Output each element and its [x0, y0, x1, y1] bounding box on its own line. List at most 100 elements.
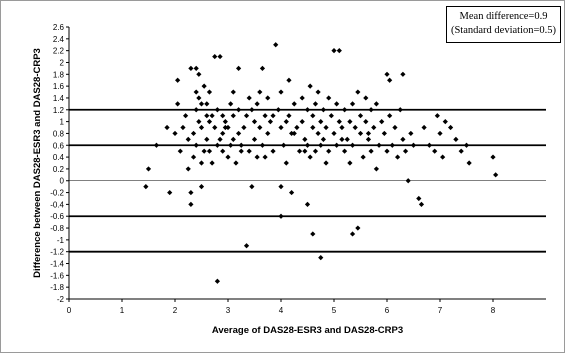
data-point [402, 148, 409, 154]
data-point [201, 148, 207, 154]
x-tick-label: 4 [279, 306, 284, 315]
data-point [463, 142, 470, 148]
data-point [286, 113, 292, 119]
data-point [363, 95, 369, 101]
data-point [310, 124, 316, 131]
data-point [249, 184, 255, 190]
data-point [339, 124, 345, 131]
data-point [328, 113, 334, 119]
data-point [206, 148, 213, 154]
data-point [193, 107, 199, 113]
y-axis-title: Difference between DAS28-ESR3 and DAS28-… [32, 48, 43, 278]
y-tick-label: -1.6 [50, 271, 64, 280]
data-point [434, 113, 440, 119]
data-point [278, 124, 284, 131]
data-point [289, 189, 295, 196]
data-point [490, 154, 496, 160]
data-point [278, 89, 284, 95]
data-point [357, 130, 364, 137]
data-point [275, 107, 281, 113]
data-point [204, 101, 210, 107]
data-point [331, 48, 337, 54]
data-point [233, 160, 239, 166]
data-point [217, 136, 223, 142]
data-point [440, 154, 446, 160]
data-point [307, 83, 313, 89]
data-point [222, 124, 228, 131]
data-point [262, 154, 268, 160]
data-point [349, 101, 356, 107]
data-point [363, 119, 369, 125]
data-point [400, 71, 406, 77]
data-point [217, 53, 223, 60]
data-point [241, 124, 247, 131]
data-point [283, 119, 289, 125]
data-point [336, 119, 342, 125]
data-point [355, 89, 361, 95]
data-point [376, 142, 382, 148]
data-point [257, 124, 263, 131]
data-point [193, 89, 199, 95]
data-point [230, 113, 236, 119]
y-tick-label: 1.8 [53, 70, 65, 79]
data-point [214, 142, 220, 148]
x-tick-label: 3 [226, 306, 231, 315]
data-point [342, 148, 348, 154]
data-point [222, 119, 228, 125]
data-point [326, 95, 332, 101]
data-point [294, 124, 300, 131]
data-point [416, 195, 422, 202]
data-point [302, 148, 308, 154]
data-point [236, 130, 242, 137]
data-point [188, 65, 194, 71]
data-point [273, 42, 279, 48]
data-point [379, 119, 385, 125]
data-point [426, 142, 432, 148]
data-point [410, 142, 417, 148]
y-tick-label: -2 [57, 295, 65, 304]
data-point [360, 154, 366, 160]
standard-deviation-label: (Standard deviation=0.5) [450, 25, 557, 36]
data-point [331, 130, 337, 137]
y-tick-label: -0.8 [50, 224, 64, 233]
data-point [320, 136, 326, 142]
data-point [193, 142, 199, 148]
data-point [286, 77, 292, 83]
data-point [206, 89, 213, 95]
data-point [289, 130, 295, 137]
data-point [262, 113, 268, 119]
data-point [185, 166, 191, 172]
data-point [257, 89, 263, 95]
data-point [342, 107, 348, 113]
data-point [236, 107, 242, 113]
data-point [347, 119, 353, 125]
data-point [175, 77, 181, 83]
data-point [243, 243, 250, 249]
y-tick-label: 0.8 [53, 129, 65, 138]
data-point [381, 130, 387, 137]
data-point [230, 136, 236, 142]
data-point [267, 119, 273, 125]
data-point [209, 113, 215, 119]
data-point [336, 48, 342, 54]
data-point [270, 148, 276, 154]
data-point [307, 154, 313, 160]
data-point [246, 148, 252, 154]
data-point [299, 95, 305, 101]
data-point [373, 166, 379, 172]
data-point [323, 160, 329, 166]
data-point [299, 119, 305, 125]
data-point [448, 124, 454, 131]
x-tick-label: 0 [67, 306, 72, 315]
data-point [373, 101, 379, 107]
data-point [214, 107, 220, 113]
y-tick-label: -1.8 [50, 283, 64, 292]
data-point [190, 154, 197, 160]
y-tick-label: 0.4 [53, 153, 65, 162]
data-point [387, 77, 393, 83]
y-tick-label: -1 [57, 236, 65, 245]
data-point [246, 95, 252, 101]
data-point [270, 113, 276, 119]
data-point [291, 101, 297, 107]
